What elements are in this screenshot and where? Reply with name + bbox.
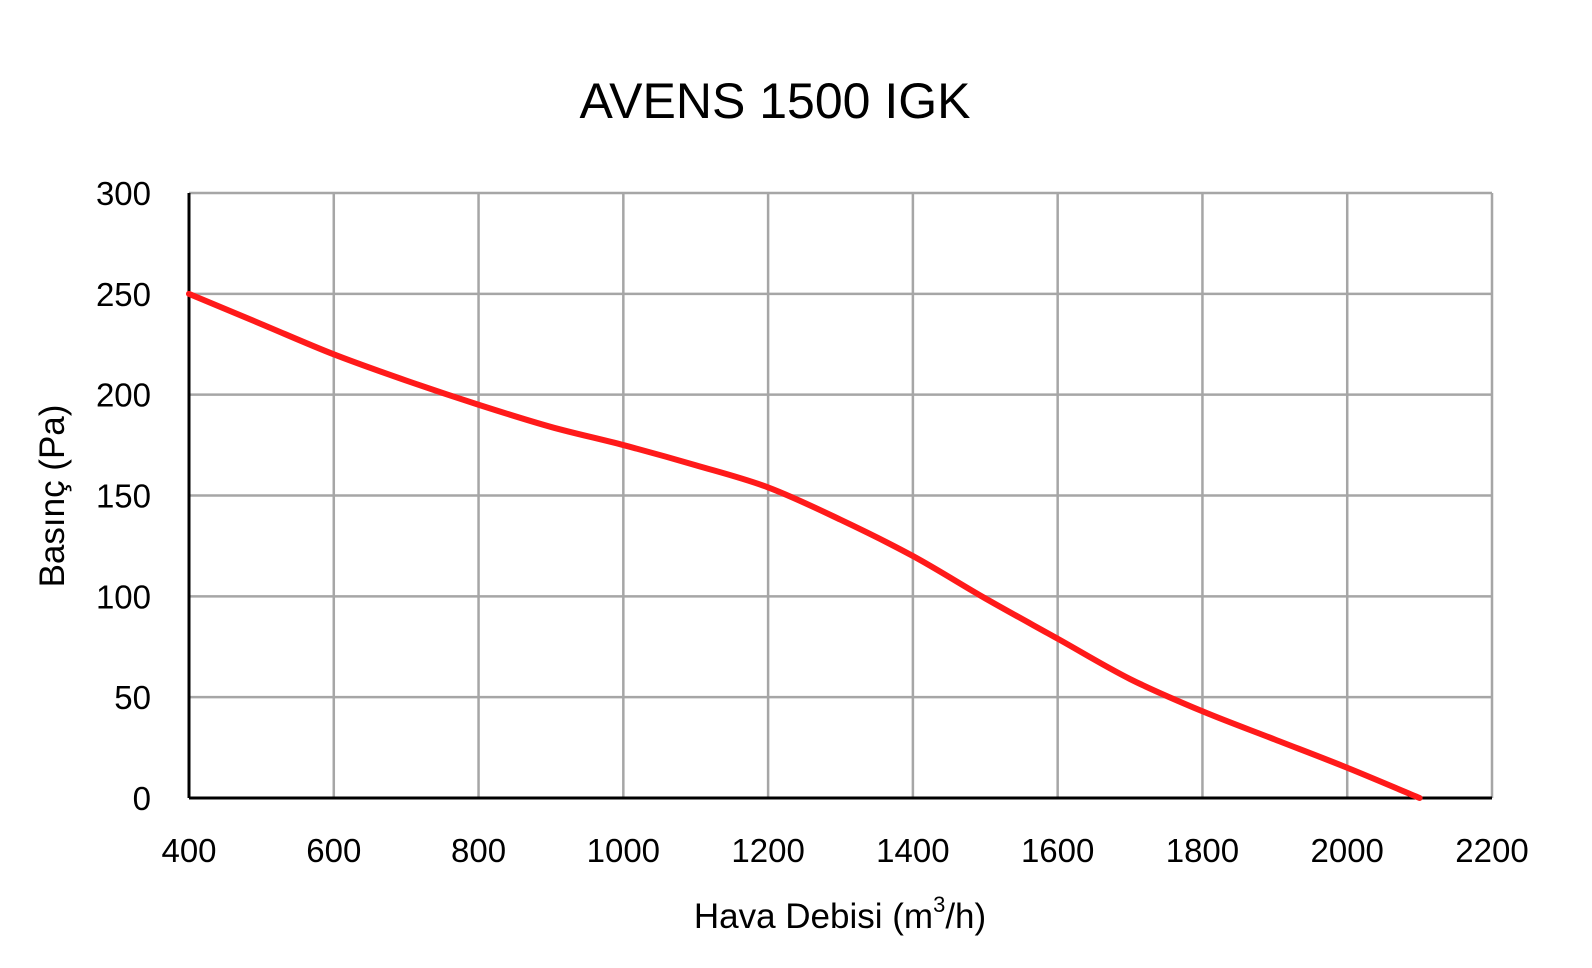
- x-axis-title: Hava Debisi (m3/h): [694, 892, 986, 936]
- x-axis-title-main: Hava Debisi (m: [694, 897, 933, 936]
- y-tick-label: 0: [133, 780, 151, 817]
- x-axis-title-suffix: /h): [945, 897, 986, 936]
- x-tick-label: 1000: [587, 832, 660, 869]
- y-tick-label: 100: [96, 578, 151, 615]
- series: [186, 290, 1423, 801]
- y-tick-label: 250: [96, 276, 151, 313]
- y-tick-label: 200: [96, 377, 151, 414]
- y-axis-title: Basınç (Pa): [33, 405, 72, 588]
- x-tick-label: 1200: [731, 832, 804, 869]
- x-axis-title-superscript: 3: [933, 892, 945, 917]
- x-tick-label: 800: [451, 832, 506, 869]
- y-tick-label: 300: [96, 175, 151, 212]
- x-tick-label: 400: [161, 832, 216, 869]
- grid: [189, 191, 1494, 798]
- chart-title: AVENS 1500 IGK: [580, 73, 971, 129]
- x-tick-label: 1800: [1166, 832, 1239, 869]
- x-tick-label: 600: [306, 832, 361, 869]
- x-tick-label: 2000: [1311, 832, 1384, 869]
- tick-labels: 400 600 800 1000 1200 1400 1600 1800 2000 2200 0 50…: [96, 175, 1529, 869]
- x-tick-label: 2200: [1455, 832, 1528, 869]
- y-tick-label: 50: [114, 679, 151, 716]
- y-tick-label: 150: [96, 478, 151, 515]
- series-line: [186, 290, 1423, 801]
- x-tick-label: 1600: [1021, 832, 1094, 869]
- x-tick-label: 1400: [876, 832, 949, 869]
